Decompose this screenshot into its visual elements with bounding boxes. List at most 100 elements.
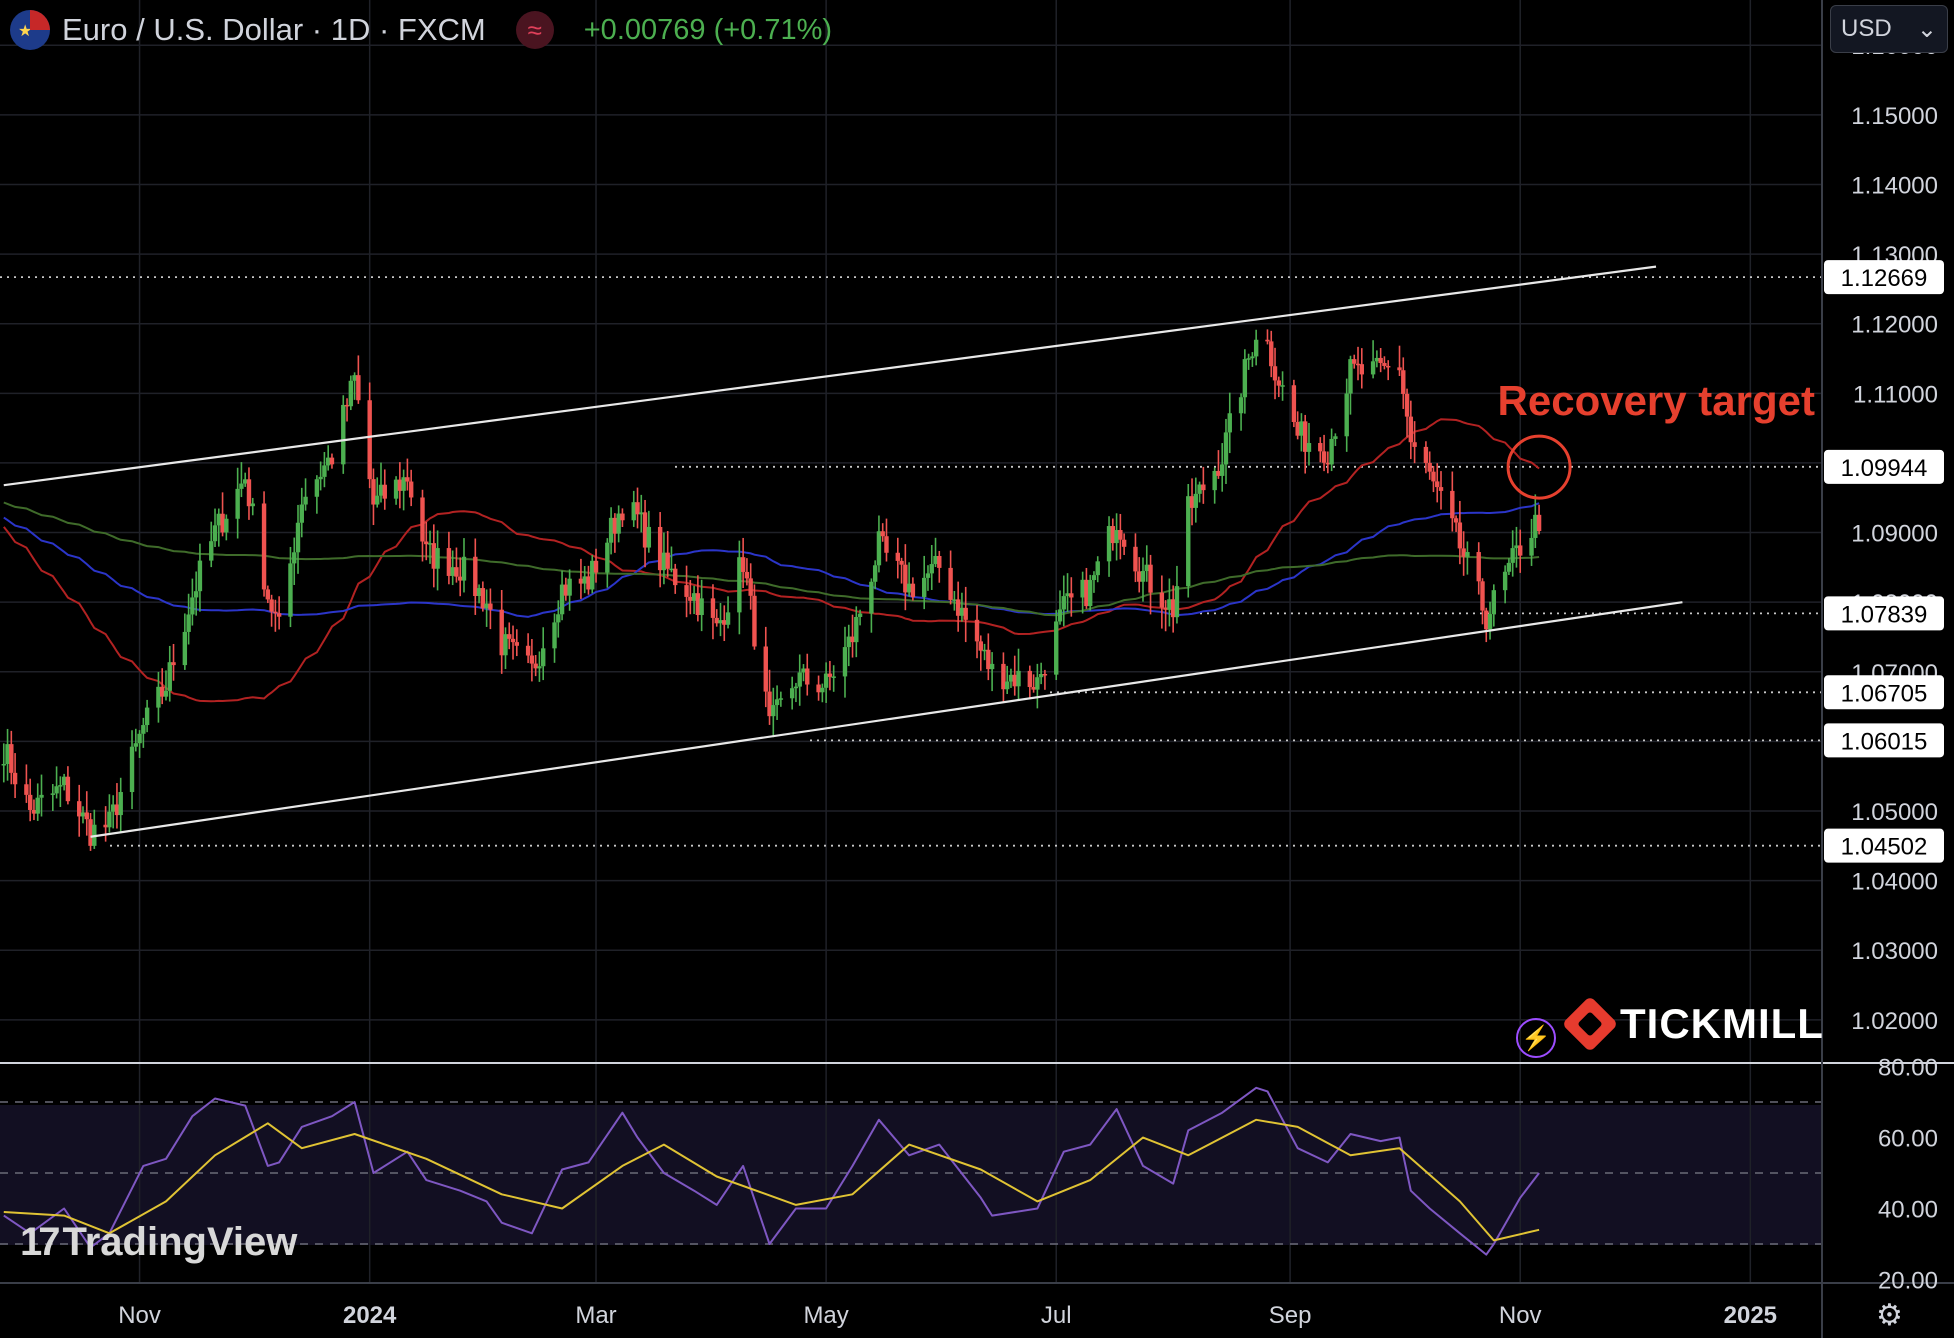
price-axis[interactable]: 1.020001.030001.040001.050001.060001.070…	[1824, 0, 1944, 1035]
candle-up	[1008, 674, 1014, 682]
time-tick-label: Nov	[118, 1302, 161, 1329]
candle-down	[1265, 339, 1270, 342]
rsi-line	[3, 1086, 1540, 1256]
candle-up	[61, 776, 67, 786]
candle-down	[986, 649, 991, 670]
candle-down	[1518, 545, 1523, 556]
candle-up	[314, 479, 320, 497]
candle-down	[454, 567, 459, 577]
candle-down	[578, 578, 584, 584]
candle-down	[1291, 385, 1297, 423]
candle-up	[144, 707, 150, 726]
candle-up	[737, 557, 742, 613]
candle-down	[510, 638, 516, 643]
candle-down	[1355, 363, 1361, 366]
price-level-label: 1.04502	[1841, 834, 1928, 861]
candle-up	[107, 811, 112, 828]
candle-down	[1159, 592, 1165, 608]
candle-up	[167, 662, 172, 691]
candle-down	[1476, 552, 1481, 582]
currency-select[interactable]: USD ⌄	[1830, 5, 1948, 53]
candle-down	[1137, 571, 1142, 582]
candle-up	[1223, 432, 1229, 465]
candle-down	[1001, 663, 1006, 690]
candle-up	[820, 687, 825, 693]
candle-down	[103, 824, 108, 828]
candle-down	[1110, 526, 1116, 544]
candle-up	[1174, 586, 1180, 618]
candle-down	[499, 609, 504, 656]
candle-up	[1167, 599, 1172, 610]
candle-down	[1276, 380, 1281, 386]
candle-down	[397, 479, 403, 491]
candle-down	[12, 772, 18, 785]
candle-down	[356, 375, 361, 401]
candle-down	[612, 517, 618, 534]
candle-up	[556, 614, 561, 623]
candle-up	[793, 686, 799, 689]
candle-up	[1491, 590, 1497, 615]
candle-down	[593, 560, 599, 573]
candle-up	[450, 567, 455, 576]
candle-up	[1144, 564, 1149, 572]
candle-down	[899, 560, 904, 565]
candle-up	[133, 743, 139, 747]
lightning-icon[interactable]: ⚡	[1516, 1018, 1556, 1058]
data-status-icon[interactable]: ≈	[515, 11, 554, 49]
candle-down	[665, 552, 670, 569]
candle-up	[1016, 670, 1021, 687]
candle-up	[197, 560, 203, 592]
candle-up	[1212, 470, 1217, 491]
candle-up	[537, 666, 542, 669]
candle-up	[541, 648, 546, 667]
candle-up	[129, 746, 135, 793]
tradingview-wordmark: TradingView	[62, 1220, 298, 1264]
candle-down	[1480, 581, 1485, 611]
candle-up	[1344, 393, 1349, 437]
chevron-down-icon: ⌄	[1916, 15, 1937, 43]
price-level-box	[1824, 828, 1944, 863]
candle-up	[242, 479, 248, 484]
candle-down	[620, 513, 625, 521]
candle-up	[608, 517, 614, 543]
candle-up	[1035, 677, 1040, 690]
candle-down	[507, 634, 512, 639]
chart-settings-icon[interactable]: ⚙	[1876, 1299, 1903, 1332]
symbol-header[interactable]: ★ Euro / U.S. Dollar · 1D · FXCM ≈ +0.00…	[10, 10, 832, 50]
candle-down	[695, 593, 701, 616]
symbol-title[interactable]: Euro / U.S. Dollar · 1D · FXCM	[62, 12, 486, 47]
candle-up	[1080, 579, 1085, 598]
candle-up	[1220, 464, 1225, 476]
rsi-tick-label: 20.00	[1878, 1267, 1938, 1294]
candle-down	[642, 512, 648, 548]
candle-up	[699, 598, 704, 616]
price-change: +0.00769 (+0.71%)	[583, 13, 833, 46]
candle-up	[1306, 443, 1312, 452]
candle-down	[269, 599, 274, 612]
candle-down	[963, 607, 968, 620]
candle-up	[1329, 438, 1334, 465]
candle-up	[401, 477, 406, 491]
candle-down	[688, 596, 693, 601]
candle-down	[1352, 359, 1357, 364]
candle-up	[906, 583, 912, 593]
candle-down	[884, 536, 889, 553]
price-tick-label: 1.02000	[1851, 1008, 1938, 1035]
candle-up	[1242, 359, 1248, 398]
candle-down	[1170, 599, 1176, 618]
candle-down	[1408, 416, 1414, 443]
candle-up	[831, 676, 836, 678]
candle-up	[1280, 385, 1285, 387]
candle-down	[488, 603, 493, 610]
time-axis[interactable]: Nov 2024 Mar May Jul Sep Nov 2025	[118, 1302, 1777, 1329]
candle-down	[171, 662, 176, 666]
candle-up	[375, 495, 380, 505]
candle-down	[974, 619, 980, 642]
candle-down	[1031, 687, 1036, 690]
candle-down	[1069, 593, 1074, 598]
rsi-axis[interactable]: 20.00 40.00 60.00 80.00	[1878, 1055, 1938, 1295]
candle-up	[846, 636, 851, 648]
candle-up	[341, 404, 346, 465]
candle-up	[590, 560, 595, 590]
